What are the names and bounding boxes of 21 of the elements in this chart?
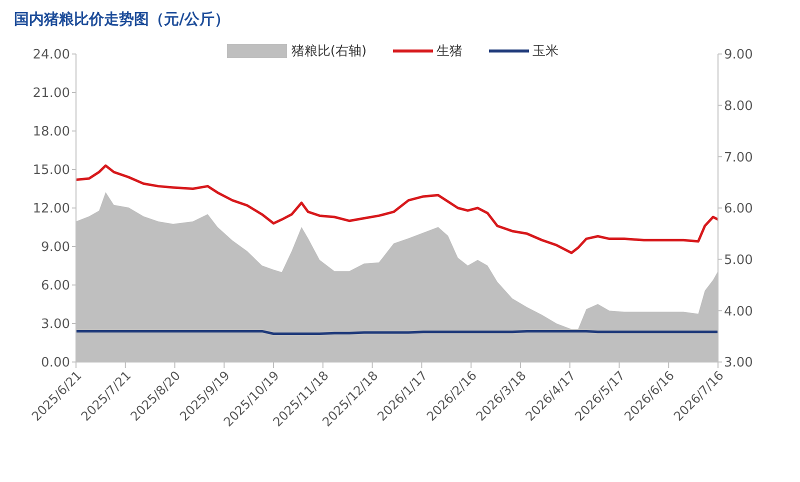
line-series xyxy=(76,164,718,254)
y-tick-label: 6.00 xyxy=(41,278,70,294)
y2-tick-label: 5.00 xyxy=(724,252,753,268)
y-tick-label: 3.00 xyxy=(41,317,70,332)
y2-tick-label: 7.00 xyxy=(724,150,753,166)
y-tick-label: 9.00 xyxy=(41,240,70,256)
y-tick-label: 12.00 xyxy=(32,202,70,217)
y-tick-label: 15.00 xyxy=(32,163,70,178)
y-tick-label: 24.00 xyxy=(32,48,70,63)
y2-tick-label: 8.00 xyxy=(724,98,753,114)
y2-tick-label: 4.00 xyxy=(724,304,753,320)
y2-tick-label: 6.00 xyxy=(724,202,753,217)
y-tick-label: 18.00 xyxy=(32,124,70,140)
y2-tick-label: 3.00 xyxy=(724,356,753,371)
chart-title: 国内猪粮比价走势图（元/公斤） xyxy=(14,10,230,29)
y-tick-label: 21.00 xyxy=(32,86,70,102)
y2-tick-label: 9.00 xyxy=(724,48,753,63)
legend-label: 玉米 xyxy=(532,43,559,60)
legend-label: 生猪 xyxy=(436,43,463,60)
legend-label: 猪粮比(右轴) xyxy=(291,43,367,60)
y-tick-label: 0.00 xyxy=(41,356,70,371)
